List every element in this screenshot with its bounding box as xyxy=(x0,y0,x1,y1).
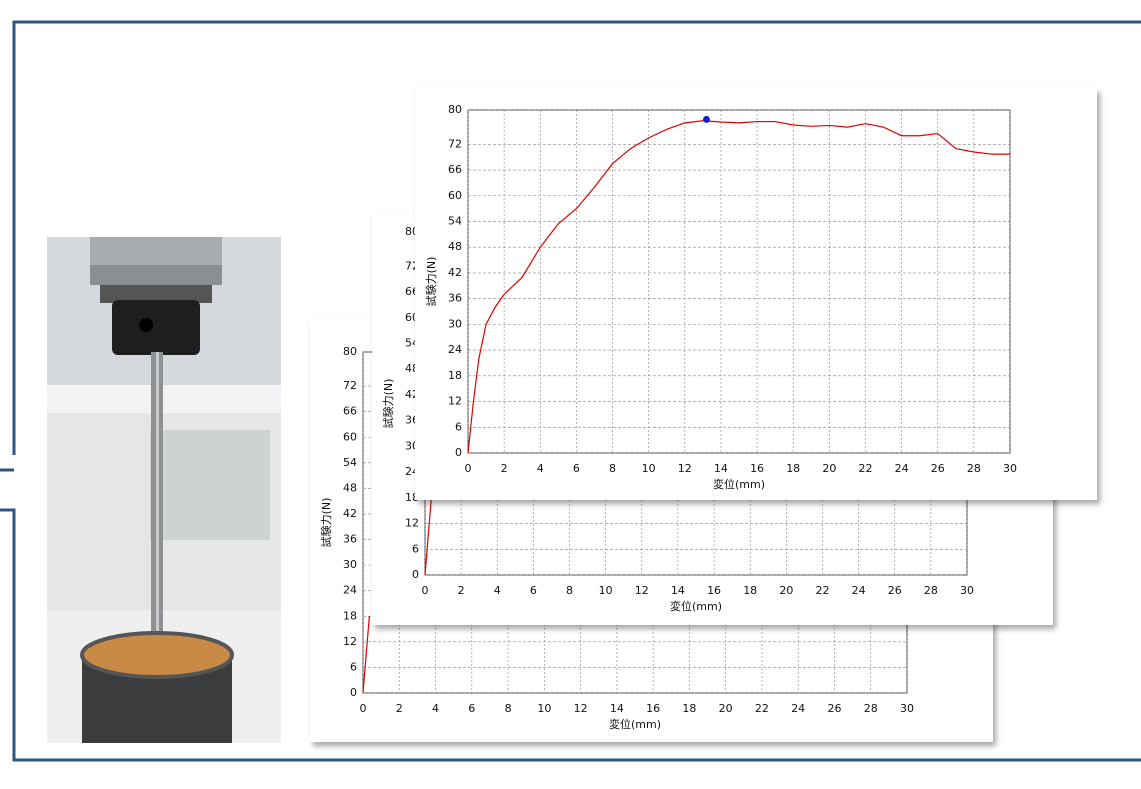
x-tick-label: 18 xyxy=(786,462,800,475)
x-tick-label: 22 xyxy=(815,584,829,597)
y-tick-label: 80 xyxy=(448,103,462,116)
x-tick-label: 16 xyxy=(707,584,721,597)
y-axis-label: 試験力(N) xyxy=(319,498,333,548)
y-tick-label: 80 xyxy=(343,345,357,358)
peak-marker xyxy=(703,116,710,123)
x-tick-label: 20 xyxy=(822,462,836,475)
y-tick-label: 6 xyxy=(412,542,419,555)
x-tick-label: 26 xyxy=(888,584,902,597)
x-tick-label: 14 xyxy=(714,462,728,475)
y-tick-label: 48 xyxy=(343,481,357,494)
x-tick-label: 2 xyxy=(458,584,465,597)
x-tick-label: 4 xyxy=(537,462,544,475)
x-tick-label: 18 xyxy=(682,702,696,715)
x-tick-label: 2 xyxy=(396,702,403,715)
x-tick-label: 12 xyxy=(678,462,692,475)
x-tick-label: 28 xyxy=(967,462,981,475)
y-tick-label: 66 xyxy=(448,163,462,176)
y-tick-label: 72 xyxy=(448,137,462,150)
y-tick-label: 18 xyxy=(448,369,462,382)
x-tick-label: 22 xyxy=(755,702,769,715)
x-tick-label: 8 xyxy=(566,584,573,597)
y-tick-label: 30 xyxy=(448,317,462,330)
y-tick-label: 0 xyxy=(412,568,419,581)
y-tick-label: 36 xyxy=(343,533,357,546)
x-tick-label: 24 xyxy=(791,702,805,715)
y-tick-label: 54 xyxy=(343,456,357,469)
x-tick-label: 26 xyxy=(827,702,841,715)
x-axis-label: 変位(mm) xyxy=(609,717,661,731)
x-tick-label: 8 xyxy=(505,702,512,715)
x-tick-label: 6 xyxy=(530,584,537,597)
y-tick-label: 60 xyxy=(448,189,462,202)
y-tick-label: 0 xyxy=(455,446,462,459)
x-tick-label: 12 xyxy=(635,584,649,597)
x-tick-label: 16 xyxy=(750,462,764,475)
x-axis-label: 変位(mm) xyxy=(670,599,722,613)
y-tick-label: 24 xyxy=(343,584,357,597)
x-tick-label: 10 xyxy=(599,584,613,597)
y-tick-label: 6 xyxy=(350,660,357,673)
x-tick-label: 24 xyxy=(895,462,909,475)
x-tick-label: 14 xyxy=(671,584,685,597)
x-tick-label: 4 xyxy=(432,702,439,715)
x-tick-label: 8 xyxy=(609,462,616,475)
y-tick-label: 6 xyxy=(455,420,462,433)
y-axis-label: 試験力(N) xyxy=(381,379,395,429)
x-tick-label: 22 xyxy=(858,462,872,475)
y-tick-label: 12 xyxy=(405,517,419,530)
x-tick-label: 6 xyxy=(573,462,580,475)
x-tick-label: 0 xyxy=(465,462,472,475)
y-tick-label: 36 xyxy=(448,292,462,305)
x-tick-label: 6 xyxy=(468,702,475,715)
y-tick-label: 54 xyxy=(448,214,462,227)
x-tick-label: 30 xyxy=(960,584,974,597)
x-tick-label: 14 xyxy=(610,702,624,715)
x-tick-label: 20 xyxy=(779,584,793,597)
x-tick-label: 30 xyxy=(900,702,914,715)
y-tick-label: 12 xyxy=(448,395,462,408)
x-tick-label: 12 xyxy=(574,702,588,715)
y-tick-label: 66 xyxy=(343,405,357,418)
x-tick-label: 10 xyxy=(537,702,551,715)
photo xyxy=(47,237,281,743)
x-tick-label: 24 xyxy=(852,584,866,597)
x-tick-label: 4 xyxy=(494,584,501,597)
y-tick-label: 48 xyxy=(448,240,462,253)
x-tick-label: 26 xyxy=(931,462,945,475)
y-tick-label: 60 xyxy=(343,430,357,443)
y-axis-label: 試験力(N) xyxy=(424,257,438,307)
x-tick-label: 2 xyxy=(501,462,508,475)
y-tick-label: 24 xyxy=(448,343,462,356)
x-tick-label: 28 xyxy=(924,584,938,597)
y-tick-label: 42 xyxy=(448,266,462,279)
x-tick-label: 18 xyxy=(743,584,757,597)
x-tick-label: 10 xyxy=(642,462,656,475)
y-tick-label: 0 xyxy=(350,686,357,699)
y-tick-label: 42 xyxy=(343,507,357,520)
x-tick-label: 28 xyxy=(864,702,878,715)
x-tick-label: 0 xyxy=(422,584,429,597)
x-axis-label: 変位(mm) xyxy=(713,477,765,491)
x-tick-label: 16 xyxy=(646,702,660,715)
y-tick-label: 72 xyxy=(343,379,357,392)
x-tick-label: 0 xyxy=(360,702,367,715)
x-tick-label: 30 xyxy=(1003,462,1017,475)
y-tick-label: 12 xyxy=(343,635,357,648)
slide: 0612182430364248546066728002468101214161… xyxy=(0,0,1141,789)
y-tick-label: 18 xyxy=(343,609,357,622)
y-tick-label: 30 xyxy=(343,558,357,571)
x-tick-label: 20 xyxy=(719,702,733,715)
